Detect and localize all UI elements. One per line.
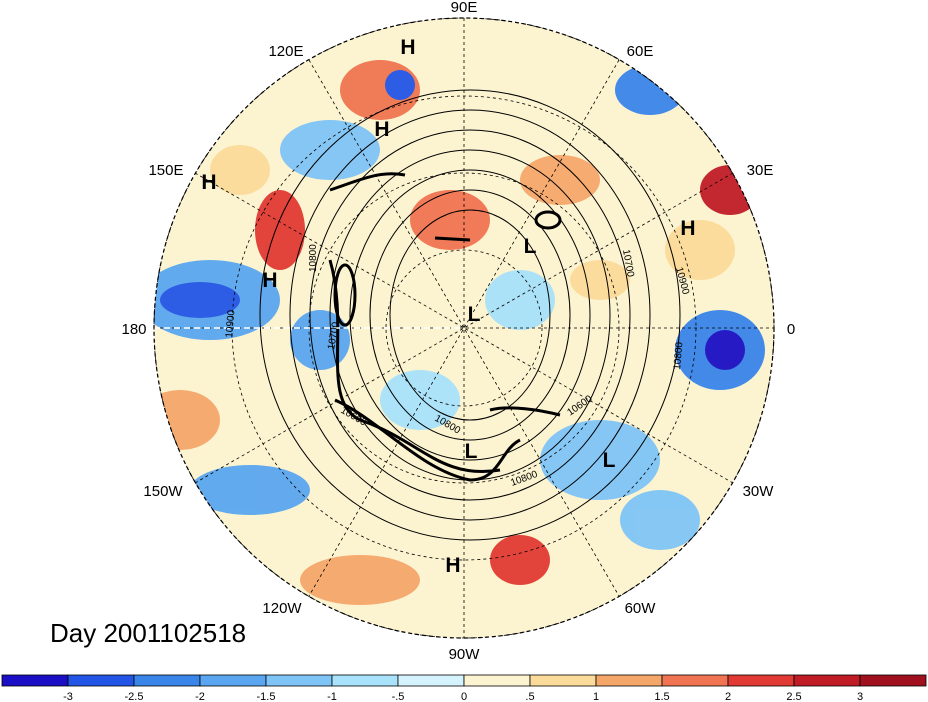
colorbar-tick-label: -3 — [63, 691, 73, 702]
colorbar-tick-label: 1 — [593, 691, 599, 702]
contour-label: 10700 — [620, 249, 636, 279]
colorbar-box — [595, 674, 663, 687]
colorbar-box — [1, 674, 69, 687]
polar-map: 90E 120E 60E 150E 30E 180 0 150W 30W 120… — [121, 0, 795, 663]
lon-label-150w: 150W — [143, 483, 183, 500]
colorbar-tick-label: 1.5 — [654, 691, 669, 702]
contour-label: 10800 — [672, 341, 685, 370]
pressure-centers: H H H H H H L L L L — [201, 36, 695, 577]
high-center: H — [201, 171, 216, 194]
colorbar-box — [67, 674, 135, 687]
lon-label-90w: 90W — [449, 646, 481, 663]
contour-label: 10800 — [308, 244, 319, 272]
low-center: L — [468, 303, 481, 326]
lon-label-30e: 30E — [747, 162, 774, 179]
map-title: Day 2001102518 — [50, 618, 247, 648]
colorbar-box — [397, 674, 465, 687]
colorbar-box — [463, 674, 531, 687]
colorbar-labels: -3 -2.5 -2 -1.5 -1 -.5 0 .5 1 1.5 2 2.5 3 — [63, 691, 863, 702]
high-center: H — [445, 554, 460, 577]
colorbar-tick-label: -1 — [327, 691, 337, 702]
lon-label-30w: 30W — [743, 483, 775, 500]
high-center: H — [680, 217, 695, 240]
lon-label-120w: 120W — [262, 600, 302, 617]
colorbar-box — [859, 674, 927, 687]
colorbar-tick-label: -2.5 — [125, 691, 144, 702]
high-center: H — [262, 269, 277, 292]
colorbar-tick-label: .5 — [525, 691, 534, 702]
low-center: L — [524, 235, 537, 258]
lon-label-120e: 120E — [268, 43, 303, 60]
colorbar-box — [793, 674, 861, 687]
colorbar-box — [727, 674, 795, 687]
lon-label-0: 0 — [787, 321, 795, 338]
lon-label-60e: 60E — [627, 43, 654, 60]
colorbar-box — [661, 674, 729, 687]
colorbar-tick-label: 0 — [461, 691, 467, 702]
contour-label: 10900 — [224, 309, 237, 338]
contour-label: 10700 — [326, 321, 342, 351]
high-center: H — [374, 118, 389, 141]
colorbar-boxes — [1, 674, 927, 687]
height-contours — [259, 89, 681, 541]
colorbar-tick-label: -2 — [195, 691, 205, 702]
colorbar-tick-label: 2 — [725, 691, 731, 702]
colorbar-tick-label: -1.5 — [257, 691, 276, 702]
low-center: L — [603, 449, 616, 472]
colorbar-tick-label: 2.5 — [786, 691, 801, 702]
colorbar-tick-label: 3 — [857, 691, 863, 702]
lon-label-60w: 60W — [625, 600, 657, 617]
high-center: H — [400, 36, 415, 59]
map-border — [153, 17, 775, 639]
colorbar-box — [199, 674, 267, 687]
colorbar-box — [133, 674, 201, 687]
colorbar-box — [529, 674, 597, 687]
colorbar-tick-label: -.5 — [392, 691, 405, 702]
lon-label-90e: 90E — [451, 0, 478, 16]
colorbar-box — [331, 674, 399, 687]
longitude-labels: 90E 120E 60E 150E 30E 180 0 150W 30W 120… — [121, 0, 795, 663]
lon-label-180: 180 — [121, 321, 146, 338]
colorbar: -3 -2.5 -2 -1.5 -1 -.5 0 .5 1 1.5 2 2.5 3 — [1, 674, 927, 702]
colorbar-box — [265, 674, 333, 687]
lon-label-150e: 150E — [148, 162, 183, 179]
low-center: L — [465, 440, 478, 463]
